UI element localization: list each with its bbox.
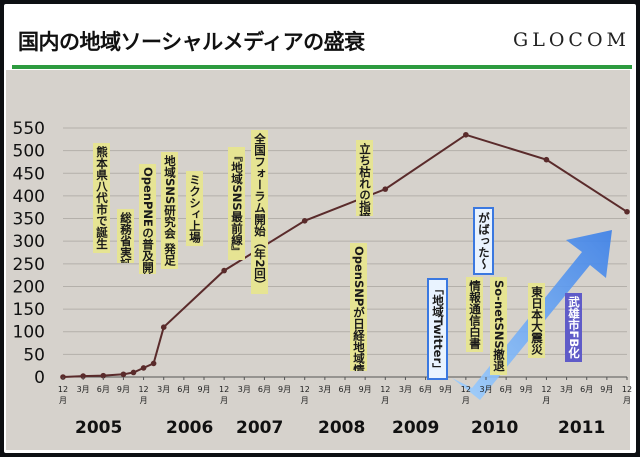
y-tick-label: 100 xyxy=(13,323,45,343)
x-tick-label: 6月 xyxy=(338,385,351,394)
x-tick-label: 12 xyxy=(461,385,471,394)
data-point xyxy=(80,373,86,379)
data-point xyxy=(130,369,137,376)
x-tick-label: 6月 xyxy=(500,385,513,394)
title-rule xyxy=(12,65,632,69)
y-tick-label: 250 xyxy=(13,255,45,275)
year-label: 2007 xyxy=(236,418,284,438)
year-label: 2011 xyxy=(558,418,606,438)
x-tick-label: 12 xyxy=(58,385,68,394)
y-tick-label: 350 xyxy=(13,210,45,230)
x-tick-label: 3月 xyxy=(399,385,412,394)
x-tick-label: 6月 xyxy=(97,385,110,394)
data-point xyxy=(150,360,157,367)
year-label: 2010 xyxy=(471,418,519,438)
annotation-note: 熊本県八代市で誕生 xyxy=(93,143,110,253)
data-point xyxy=(543,156,550,163)
x-tick-label-unit: 月 xyxy=(140,396,148,405)
x-tick-label: 9月 xyxy=(439,385,452,394)
x-tick-label-unit: 月 xyxy=(59,396,67,405)
y-tick-label: 300 xyxy=(13,232,45,252)
x-tick-label: 9月 xyxy=(197,385,210,394)
x-tick-label: 9月 xyxy=(278,385,291,394)
x-tick-label: 6月 xyxy=(419,385,432,394)
x-tick-label: 12 xyxy=(300,385,310,394)
x-tick-label: 3月 xyxy=(77,385,90,394)
annotation-note: ミクシィ上場 xyxy=(186,171,203,246)
annotation-note: 東日本大震災 xyxy=(528,283,545,358)
annotation-note: 「地域Twitter」 xyxy=(427,278,448,380)
annotation-note: がばった～ xyxy=(473,207,494,275)
x-tick-label: 9月 xyxy=(117,385,130,394)
annotation-note: 地域SNS研究会 発足 xyxy=(161,152,178,269)
annotation-note: 武雄市FB化 xyxy=(565,293,582,362)
x-tick-label-unit: 月 xyxy=(381,396,389,405)
data-point xyxy=(624,208,630,215)
slide-title: 国内の地域ソーシャルメディアの盛衰 xyxy=(18,30,365,54)
y-tick-label: 500 xyxy=(13,142,45,162)
data-point xyxy=(100,372,107,379)
y-tick-label: 400 xyxy=(13,187,45,207)
x-tick-label: 6月 xyxy=(580,385,593,394)
x-tick-label: 6月 xyxy=(258,385,271,394)
x-tick-label: 3月 xyxy=(560,385,573,394)
y-tick-label: 200 xyxy=(13,277,45,297)
x-tick-label: 3月 xyxy=(318,385,331,394)
data-point xyxy=(160,324,167,331)
x-tick-label-unit: 月 xyxy=(623,396,631,405)
annotation-note: 情報通信白書 xyxy=(466,277,483,352)
x-tick-label: 3月 xyxy=(238,385,251,394)
brand-logo: GLOCOM xyxy=(513,29,630,51)
data-point xyxy=(463,131,469,138)
year-label: 2009 xyxy=(392,418,440,438)
x-tick-label: 12 xyxy=(622,385,632,394)
x-tick-label: 9月 xyxy=(359,385,372,394)
data-point xyxy=(140,365,147,371)
x-tick-label: 12 xyxy=(541,385,551,394)
data-point xyxy=(120,371,127,378)
year-label: 2008 xyxy=(318,418,366,438)
annotation-note: 立ち枯れの指摘 xyxy=(356,140,373,216)
x-tick-label-unit: 月 xyxy=(462,396,470,405)
data-point xyxy=(382,186,389,192)
x-tick-label: 3月 xyxy=(479,385,492,394)
x-tick-label: 12 xyxy=(219,385,229,394)
annotation-note: 『地域SNS最前線』 xyxy=(228,147,245,260)
y-tick-label: 450 xyxy=(13,164,45,184)
x-tick-label-unit: 月 xyxy=(301,396,309,405)
annotation-note: OpenSNPが日経地域情報化大賞 xyxy=(350,243,367,371)
x-tick-label-unit: 月 xyxy=(542,396,550,405)
x-tick-label: 6月 xyxy=(177,385,190,394)
annotation-note: 全国フォーラム開始（年2回） xyxy=(251,130,268,294)
annotation-note: OpenPNEの普及開始 xyxy=(139,164,156,274)
y-tick-label: 150 xyxy=(13,300,45,320)
x-tick-label: 9月 xyxy=(520,385,533,394)
year-label: 2005 xyxy=(75,418,123,438)
x-tick-label: 9月 xyxy=(600,385,613,394)
annotation-note: 総務省実証実験 xyxy=(117,209,134,263)
data-point xyxy=(301,218,308,224)
y-tick-label: 550 xyxy=(13,119,45,139)
year-label: 2006 xyxy=(166,418,214,438)
y-tick-label: 50 xyxy=(23,345,45,365)
x-tick-label: 3月 xyxy=(157,385,170,394)
x-tick-label: 12 xyxy=(380,385,390,394)
x-tick-label: 12 xyxy=(138,385,148,394)
series-line xyxy=(62,133,628,378)
chart-panel xyxy=(6,70,630,450)
y-tick-label: 0 xyxy=(34,368,45,388)
data-point xyxy=(221,267,227,274)
annotation-note: So-netSNS撤退 xyxy=(490,277,507,375)
x-tick-label-unit: 月 xyxy=(220,396,228,405)
